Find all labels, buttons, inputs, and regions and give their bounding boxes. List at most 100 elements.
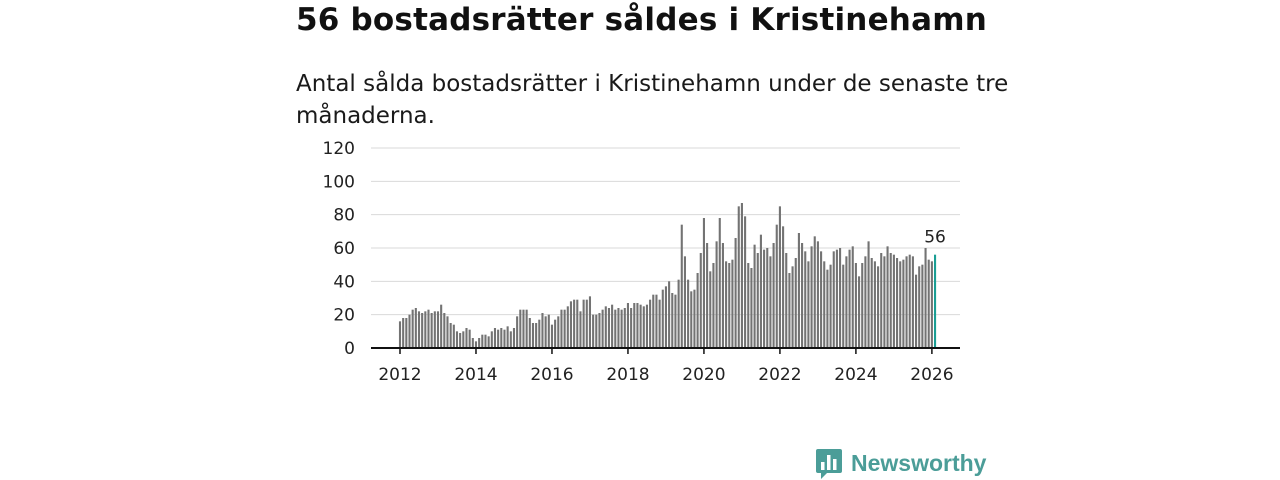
bar (930, 261, 933, 348)
bar (664, 286, 667, 348)
bar (465, 328, 468, 348)
bar (810, 246, 813, 348)
bar (414, 308, 417, 348)
bar (740, 203, 743, 348)
bar (598, 313, 601, 348)
bar (731, 259, 734, 348)
bar (566, 306, 569, 348)
bar (782, 226, 785, 348)
bar (699, 253, 702, 348)
bar (579, 311, 582, 348)
bar (801, 243, 804, 348)
bar-highlight (934, 254, 937, 348)
bar (677, 279, 680, 348)
bar (462, 331, 465, 348)
bar (497, 329, 500, 348)
bar (557, 316, 560, 348)
bar (706, 243, 709, 348)
bar (725, 261, 728, 348)
bar (642, 306, 645, 348)
bar (858, 276, 861, 348)
bar (443, 313, 446, 348)
bar (899, 261, 902, 348)
bar (436, 311, 440, 348)
bar (826, 269, 829, 348)
bar (835, 249, 838, 348)
bar (756, 253, 759, 348)
bar (687, 279, 690, 348)
bar (750, 268, 753, 348)
bar (851, 246, 854, 348)
bar (614, 309, 617, 348)
bar-chart: 0 20 40 60 80 100 120 2012 2014 2016 2018 2020 2022… (323, 139, 960, 385)
x-tick-label: 2022 (758, 365, 801, 385)
bar (421, 313, 424, 348)
bar (544, 316, 547, 348)
bar (522, 309, 525, 348)
bar (516, 316, 519, 348)
bar (569, 301, 573, 348)
bar (645, 304, 648, 348)
bar (620, 309, 623, 348)
bar (626, 303, 629, 348)
bar (649, 299, 652, 348)
bar (611, 304, 614, 348)
bar (487, 336, 490, 348)
bar (617, 308, 620, 348)
bar (661, 289, 664, 348)
bar (417, 311, 421, 348)
bar (683, 256, 686, 348)
bar (655, 294, 658, 348)
bar (633, 303, 636, 348)
bar (604, 306, 607, 348)
bar (911, 256, 914, 348)
x-tick-label: 2026 (910, 365, 953, 385)
bar (715, 241, 718, 348)
bar (595, 314, 598, 348)
bar (440, 304, 443, 348)
bar (493, 328, 497, 348)
bar (538, 319, 541, 348)
bar (512, 328, 516, 348)
bar (845, 256, 848, 348)
bar (921, 264, 924, 348)
bar (854, 263, 857, 348)
bar (737, 206, 740, 348)
bar (769, 256, 772, 348)
bar (759, 234, 762, 348)
brand-logo[interactable]: Newsworthy (815, 446, 986, 480)
bar (563, 309, 566, 348)
bar (550, 324, 554, 348)
bar (452, 324, 455, 348)
bar (585, 299, 588, 348)
bar (671, 293, 674, 348)
bar (592, 314, 595, 348)
bar (411, 309, 414, 348)
bar (842, 264, 845, 348)
bar (896, 258, 899, 348)
bar (433, 311, 436, 348)
bar (601, 309, 604, 348)
x-tick-label: 2024 (834, 365, 877, 385)
bar (474, 341, 478, 348)
bar (623, 308, 626, 348)
bar (918, 266, 921, 348)
bar (582, 299, 585, 348)
bar (788, 273, 791, 348)
bar (535, 323, 538, 348)
bar (820, 251, 823, 348)
bar (573, 299, 576, 348)
x-tick-label: 2012 (378, 365, 421, 385)
x-tick-label: 2016 (530, 365, 573, 385)
chart-title: 56 bostadsrätter såldes i Kristinehamn (296, 2, 987, 38)
bar (478, 338, 481, 348)
bar (791, 266, 794, 348)
bar (702, 218, 705, 348)
bar (867, 241, 870, 348)
bar (455, 331, 459, 348)
brand-name: Newsworthy (851, 449, 987, 476)
bar (500, 328, 503, 348)
bar (680, 224, 683, 348)
bar (880, 253, 883, 348)
y-axis-ticks: 0 20 40 60 80 100 120 (323, 139, 355, 359)
